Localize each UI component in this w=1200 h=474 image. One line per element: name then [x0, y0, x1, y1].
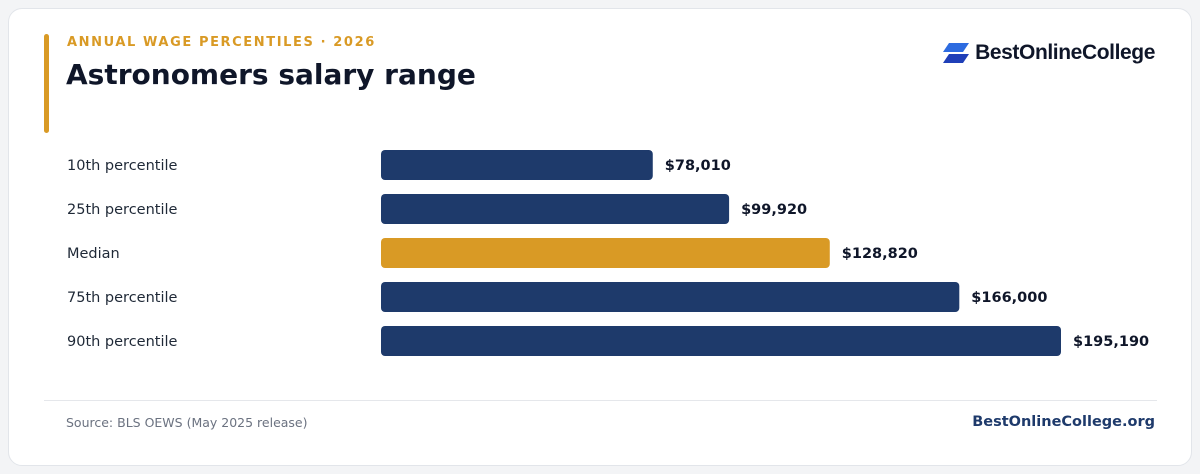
- salary-bar-chart: 10th percentile $78,010 25th percentile $99…: [67, 150, 1149, 356]
- category-label: 10th percentile: [67, 158, 178, 174]
- accent-bar: [44, 34, 49, 133]
- logo-mark-icon: [943, 43, 970, 63]
- value-label: $99,920: [741, 202, 807, 218]
- bar: [381, 150, 653, 180]
- chart-card: ANNUAL WAGE PERCENTILES · 2026 Astronome…: [8, 8, 1192, 466]
- category-label: 75th percentile: [67, 290, 178, 306]
- value-label: $195,190: [1073, 334, 1149, 350]
- brand-logo: BestOnlineCollege: [943, 41, 1155, 65]
- footer-brand-link[interactable]: BestOnlineCollege.org: [972, 414, 1155, 430]
- category-label: Median: [67, 246, 120, 262]
- bar: [381, 194, 730, 224]
- value-label: $128,820: [842, 246, 918, 262]
- bar-median: [381, 238, 830, 268]
- category-label: 90th percentile: [67, 334, 178, 350]
- bar: [381, 326, 1061, 356]
- category-label: 25th percentile: [67, 202, 178, 218]
- source-note: Source: BLS OEWS (May 2025 release): [66, 415, 308, 430]
- value-label: $166,000: [971, 290, 1047, 306]
- eyebrow-label: ANNUAL WAGE PERCENTILES · 2026: [67, 35, 376, 50]
- logo-text: BestOnlineCollege: [975, 41, 1155, 64]
- value-label: $78,010: [665, 158, 731, 174]
- footer-divider: [44, 400, 1157, 401]
- bar: [381, 282, 960, 312]
- chart-title: Astronomers salary range: [66, 58, 476, 91]
